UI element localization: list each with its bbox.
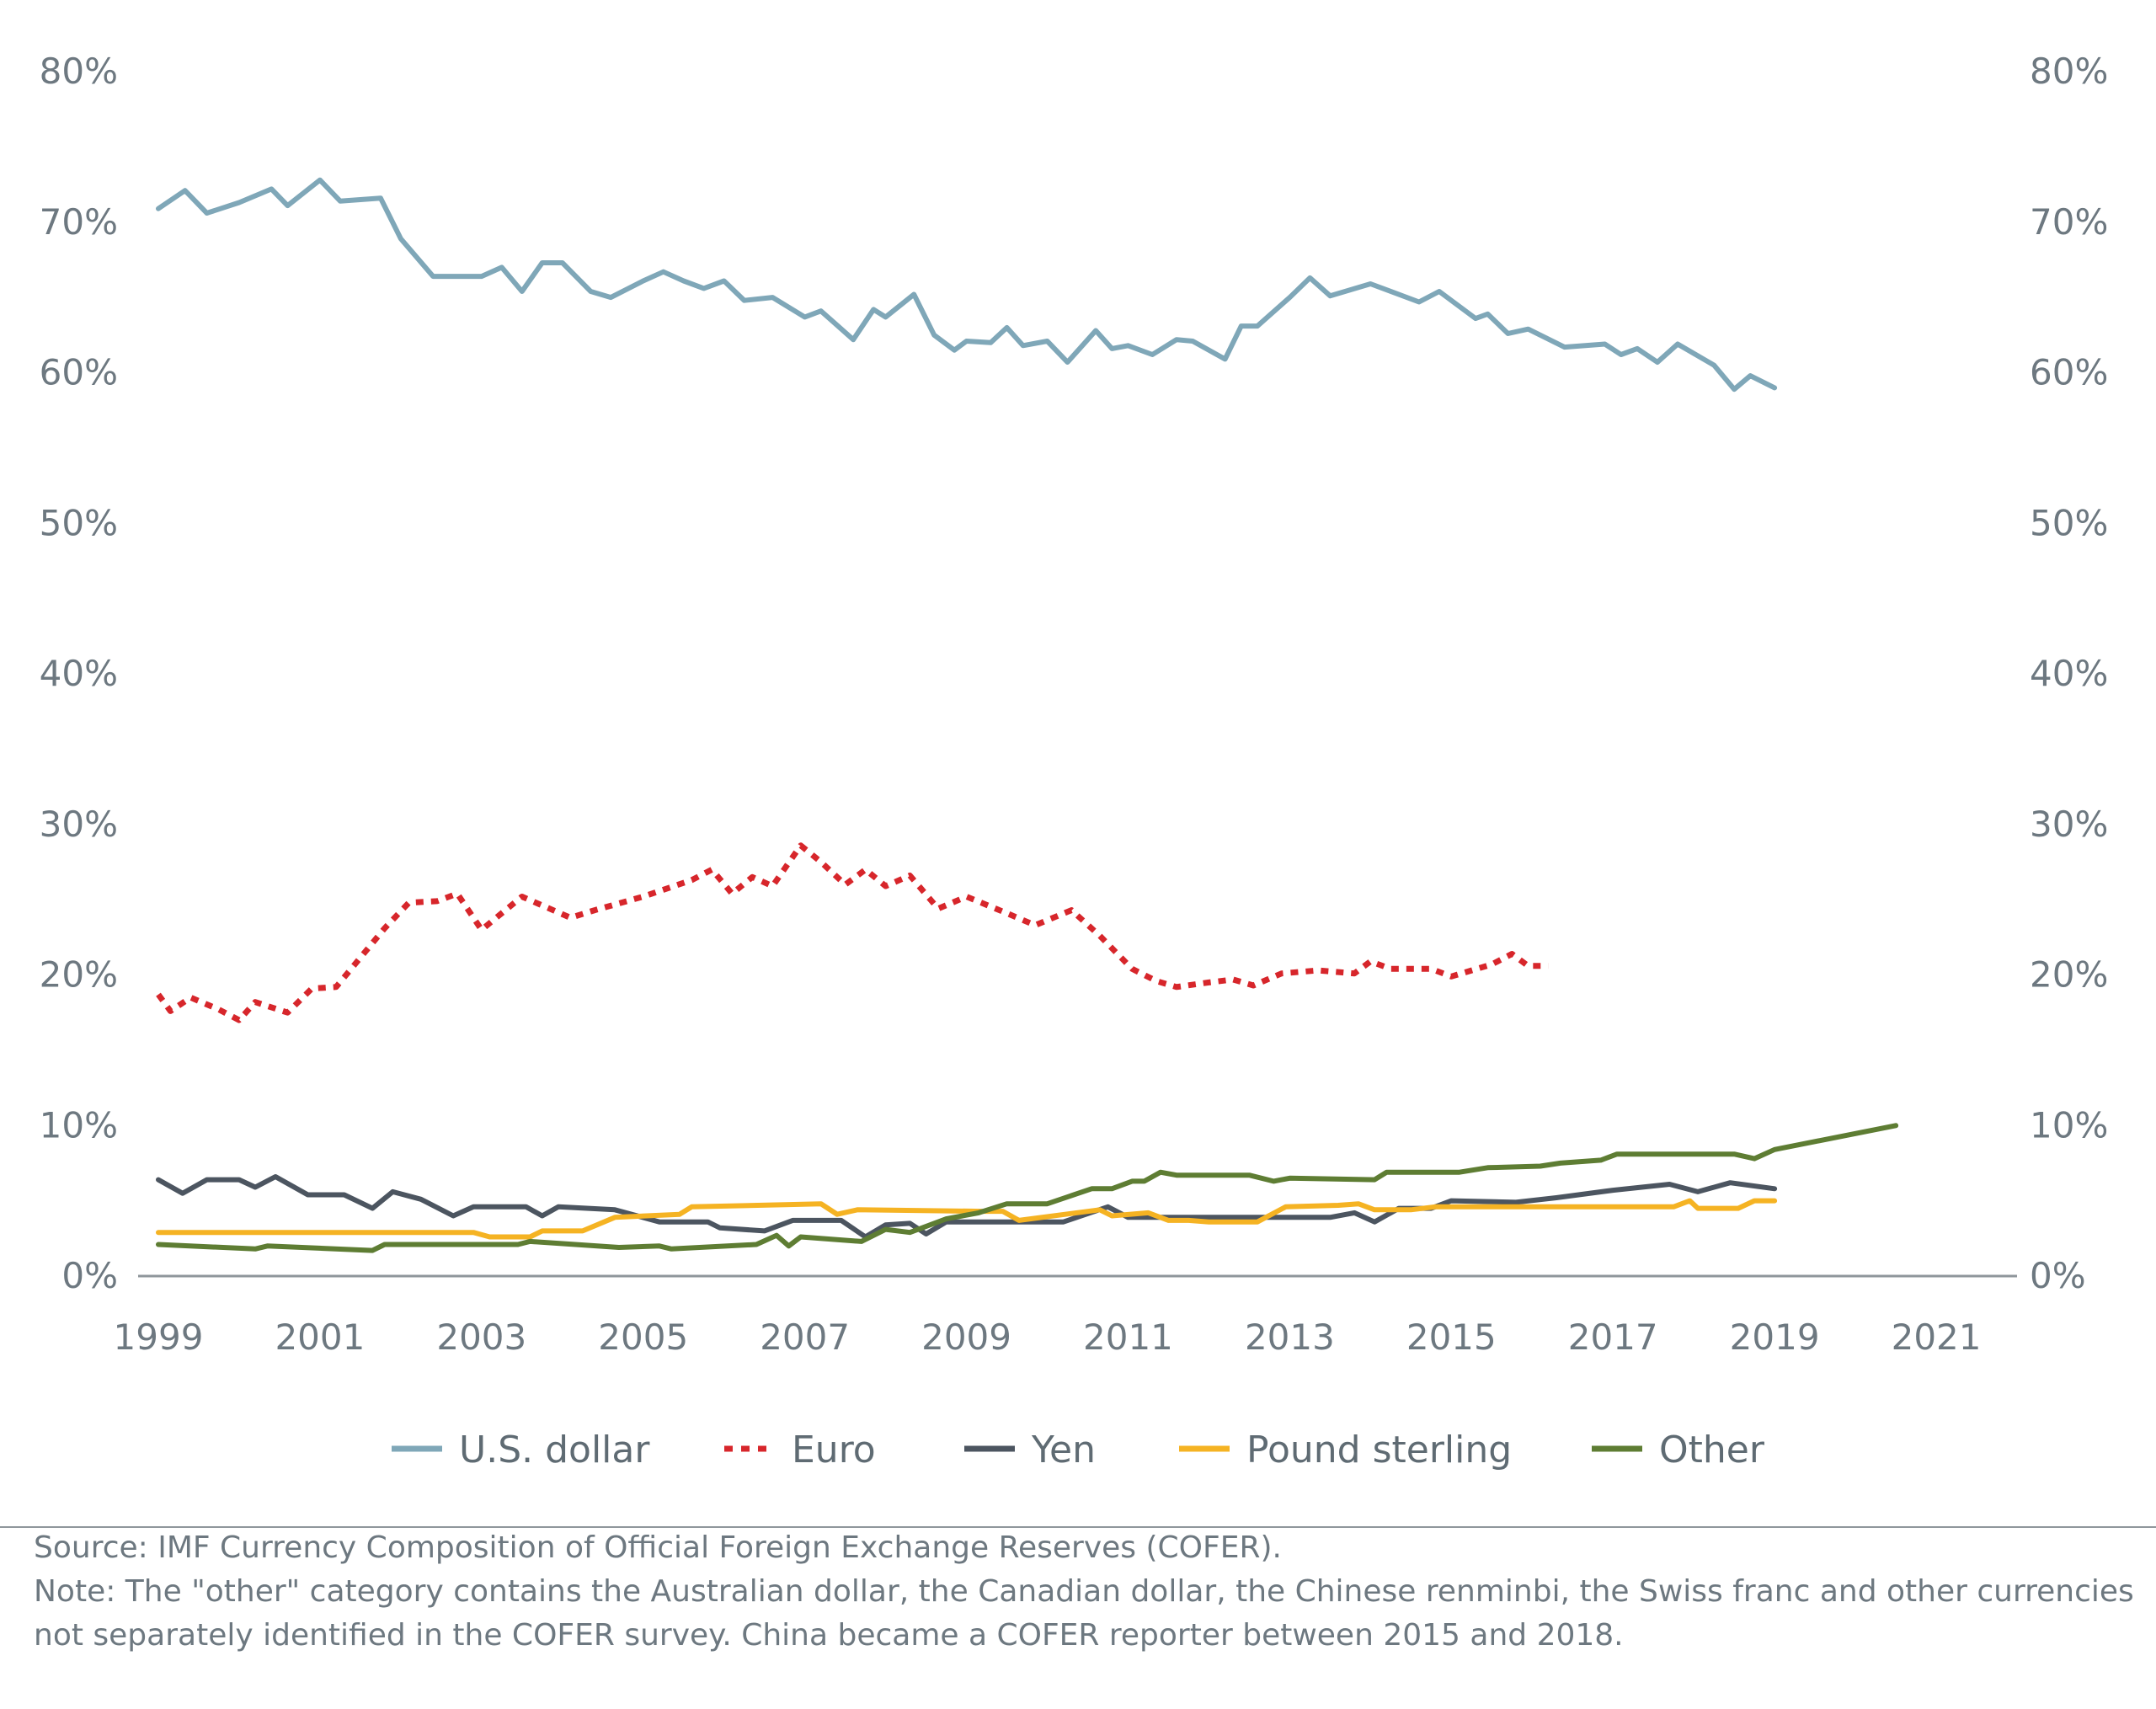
y-tick-label-right: 30%: [2030, 804, 2108, 845]
x-tick-label: 2019: [1730, 1316, 1820, 1358]
legend-label: Yen: [1031, 1429, 1096, 1471]
x-tick-label: 2021: [1892, 1316, 1982, 1358]
y-tick-label-left: 20%: [40, 954, 118, 996]
y-tick-label-right: 40%: [2030, 653, 2108, 694]
y-tick-label-right: 20%: [2030, 954, 2108, 996]
x-tick-label: 2009: [921, 1316, 1011, 1358]
y-tick-label-right: 70%: [2030, 201, 2108, 243]
y-tick-label-right: 0%: [2030, 1255, 2086, 1296]
plot-lines: [156, 177, 1899, 1253]
y-tick-label-left: 50%: [40, 502, 118, 543]
x-tick-label: 1999: [114, 1316, 204, 1358]
legend-label: Other: [1659, 1429, 1765, 1471]
x-tick-label: 2003: [436, 1316, 526, 1358]
left-y-axis: 0% 10% 20% 30% 40% 50% 60% 70% 80%: [40, 51, 118, 1296]
notes-divider: [0, 1526, 2156, 1528]
series-line-pound-sterling: [156, 1198, 1778, 1240]
y-tick-label-right: 10%: [2030, 1104, 2108, 1146]
y-tick-label-left: 40%: [40, 653, 118, 694]
legend-label: U.S. dollar: [459, 1429, 650, 1471]
x-tick-label: 2001: [275, 1316, 365, 1358]
y-tick-label-left: 10%: [40, 1104, 118, 1146]
y-tick-label-left: 60%: [40, 352, 118, 393]
series-line-euro: [156, 842, 1549, 1023]
x-tick-label: 2007: [760, 1316, 850, 1358]
y-tick-label-left: 80%: [40, 51, 118, 92]
x-tick-label: 2017: [1568, 1316, 1658, 1358]
source-note: Source: IMF Currency Composition of Offi…: [34, 1530, 1282, 1565]
legend-label: Pound sterling: [1246, 1429, 1512, 1471]
y-tick-label-left: 0%: [61, 1255, 118, 1296]
note-line-2: not separately identified in the COFER s…: [34, 1618, 1624, 1653]
legend-label: Euro: [792, 1429, 876, 1471]
series-line-u-s-dollar: [156, 177, 1778, 393]
x-axis: 1999 2001 2003 2005 2007 2009 2011 2013 2015 2017…: [114, 1274, 2017, 1358]
x-tick-label: 2005: [598, 1316, 688, 1358]
x-tick-label: 2011: [1083, 1316, 1173, 1358]
y-tick-label-right: 50%: [2030, 502, 2108, 543]
legend: U.S. dollar Euro Yen Pound sterling Other: [392, 1429, 1765, 1471]
x-tick-label: 2015: [1406, 1316, 1497, 1358]
y-tick-label-left: 30%: [40, 804, 118, 845]
right-y-axis: 0% 10% 20% 30% 40% 50% 60% 70% 80%: [2030, 51, 2108, 1296]
chart-notes: Source: IMF Currency Composition of Offi…: [34, 1526, 2134, 1658]
series-line-other: [156, 1123, 1899, 1253]
currency-reserves-chart: 0% 10% 20% 30% 40% 50% 60% 70% 80% 0% 10% 20% 30% 40…: [40, 51, 2109, 1471]
note-line-1: Note: The "other" category contains the …: [34, 1574, 2134, 1609]
x-tick-label: 2013: [1245, 1316, 1335, 1358]
y-tick-label-left: 70%: [40, 201, 118, 243]
y-tick-label-right: 60%: [2030, 352, 2108, 393]
y-tick-label-right: 80%: [2030, 51, 2108, 92]
